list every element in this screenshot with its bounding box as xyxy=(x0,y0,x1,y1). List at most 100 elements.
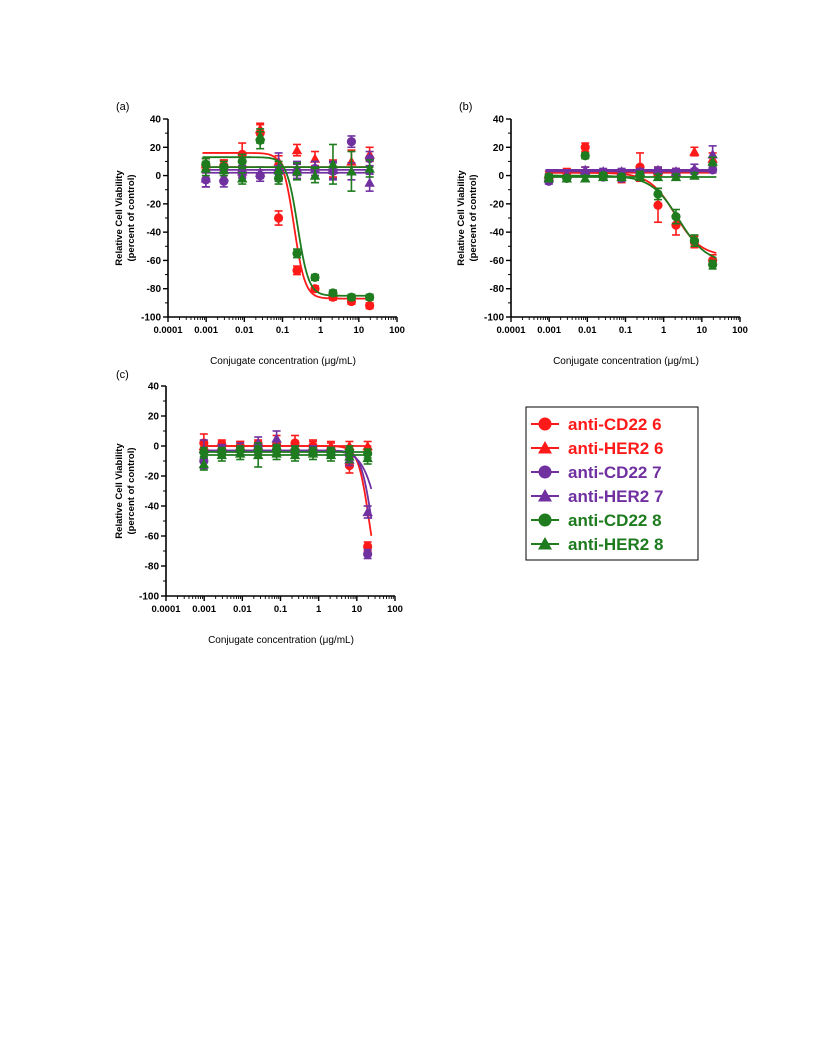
x-tick-label: 100 xyxy=(387,604,403,615)
y-tick-label: 0 xyxy=(155,171,161,182)
data-point xyxy=(362,440,373,451)
y-axis-title: Relative Cell Viability(percent of contr… xyxy=(456,170,479,266)
data-point xyxy=(273,164,284,175)
y-axis-title-line2: (percent of control) xyxy=(468,174,479,261)
data-point xyxy=(362,506,373,517)
data-point xyxy=(307,448,319,458)
legend-marker xyxy=(538,537,552,550)
data-point xyxy=(689,236,700,246)
panel-label: (c) xyxy=(116,369,129,381)
y-tick-label: -80 xyxy=(145,562,160,573)
data-point xyxy=(200,173,212,183)
fit-curve xyxy=(202,156,374,297)
series-anti-her2-8 xyxy=(200,128,375,192)
data-point xyxy=(364,163,375,173)
x-tick-label: 0.1 xyxy=(274,604,288,615)
data-point xyxy=(689,163,700,173)
data-point xyxy=(254,130,266,141)
x-tick-label: 0.1 xyxy=(276,325,290,336)
x-tick-label: 1 xyxy=(318,325,324,336)
data-point xyxy=(597,171,609,182)
x-tick-label: 0.01 xyxy=(233,604,252,615)
y-axis-title-line1: Relative Cell Viability xyxy=(114,170,125,266)
data-point xyxy=(670,166,682,176)
x-tick-label: 100 xyxy=(389,325,405,336)
data-point xyxy=(309,153,321,163)
legend-label: anti-HER2 7 xyxy=(568,487,663,506)
y-tick-label: -60 xyxy=(147,256,162,267)
data-point xyxy=(580,173,591,183)
data-point xyxy=(634,171,646,182)
legend-marker xyxy=(538,465,552,479)
data-point xyxy=(198,458,210,469)
legend-box xyxy=(525,406,699,561)
series-anti-her2-7 xyxy=(198,430,373,519)
series-anti-cd22-8 xyxy=(201,130,375,302)
data-point xyxy=(325,449,337,460)
data-point xyxy=(218,171,230,182)
data-point xyxy=(327,159,339,169)
y-tick-label: -40 xyxy=(490,228,505,239)
x-tick-label: 10 xyxy=(352,604,363,615)
data-point xyxy=(291,166,303,176)
y-tick-label: -40 xyxy=(147,228,162,239)
x-axis-title: Conjugate concentration (μg/mL) xyxy=(210,356,356,367)
y-tick-label: -80 xyxy=(147,284,162,295)
data-point xyxy=(653,189,663,199)
data-point xyxy=(200,163,212,173)
x-tick-label: 0.0001 xyxy=(153,325,183,336)
x-axis-title: Conjugate concentration (μg/mL) xyxy=(553,356,699,367)
legend-item: anti-HER2 8 xyxy=(531,535,663,554)
data-point xyxy=(707,149,718,159)
y-tick-label: -100 xyxy=(141,313,161,324)
data-point xyxy=(671,220,681,230)
y-tick-label: 0 xyxy=(153,442,159,453)
legend: anti-CD22 6 anti-HER2 6 anti-CD22 7 anti-HE… xyxy=(525,406,699,561)
y-tick-label: -20 xyxy=(147,199,162,210)
data-point xyxy=(670,171,682,182)
x-tick-label: 0.001 xyxy=(194,325,218,336)
data-point xyxy=(365,154,375,164)
series-anti-cd22-6 xyxy=(544,142,718,267)
y-tick-label: 20 xyxy=(150,143,162,154)
x-tick-label: 0.01 xyxy=(578,325,597,336)
data-point xyxy=(708,260,718,270)
x-tick-label: 0.01 xyxy=(235,325,254,336)
y-tick-label: 40 xyxy=(148,382,160,393)
data-point xyxy=(580,142,590,152)
series-anti-her2-8 xyxy=(198,442,373,471)
legend-label: anti-CD22 6 xyxy=(568,415,662,434)
y-axis-title-line2: (percent of control) xyxy=(126,447,137,534)
fit-curve xyxy=(200,449,373,519)
data-point xyxy=(365,292,375,302)
y-axis-title-line1: Relative Cell Viability xyxy=(114,443,125,539)
y-tick-label: -80 xyxy=(490,284,505,295)
series-anti-cd22-6 xyxy=(201,123,375,311)
data-point xyxy=(616,171,627,182)
legend-item: anti-HER2 6 xyxy=(531,439,663,458)
panel-label: (a) xyxy=(116,101,129,113)
legend-item: anti-HER2 7 xyxy=(531,487,663,506)
y-tick-label: -60 xyxy=(490,256,505,267)
x-tick-label: 0.0001 xyxy=(151,604,181,615)
x-axis-title: Conjugate concentration (μg/mL) xyxy=(208,635,354,646)
data-point xyxy=(216,449,228,460)
data-point xyxy=(237,173,248,183)
x-tick-label: 10 xyxy=(697,325,708,336)
data-point xyxy=(580,164,591,175)
y-tick-label: -100 xyxy=(139,592,159,603)
y-tick-label: 0 xyxy=(498,171,504,182)
legend-item: anti-CD22 6 xyxy=(531,415,662,434)
data-point xyxy=(344,451,355,461)
data-point xyxy=(653,200,663,210)
x-tick-label: 100 xyxy=(732,325,748,336)
data-point xyxy=(309,170,321,180)
y-tick-label: -40 xyxy=(145,502,160,513)
data-point xyxy=(292,248,302,258)
data-point xyxy=(362,452,373,463)
data-point xyxy=(292,265,302,275)
data-point xyxy=(364,177,375,187)
